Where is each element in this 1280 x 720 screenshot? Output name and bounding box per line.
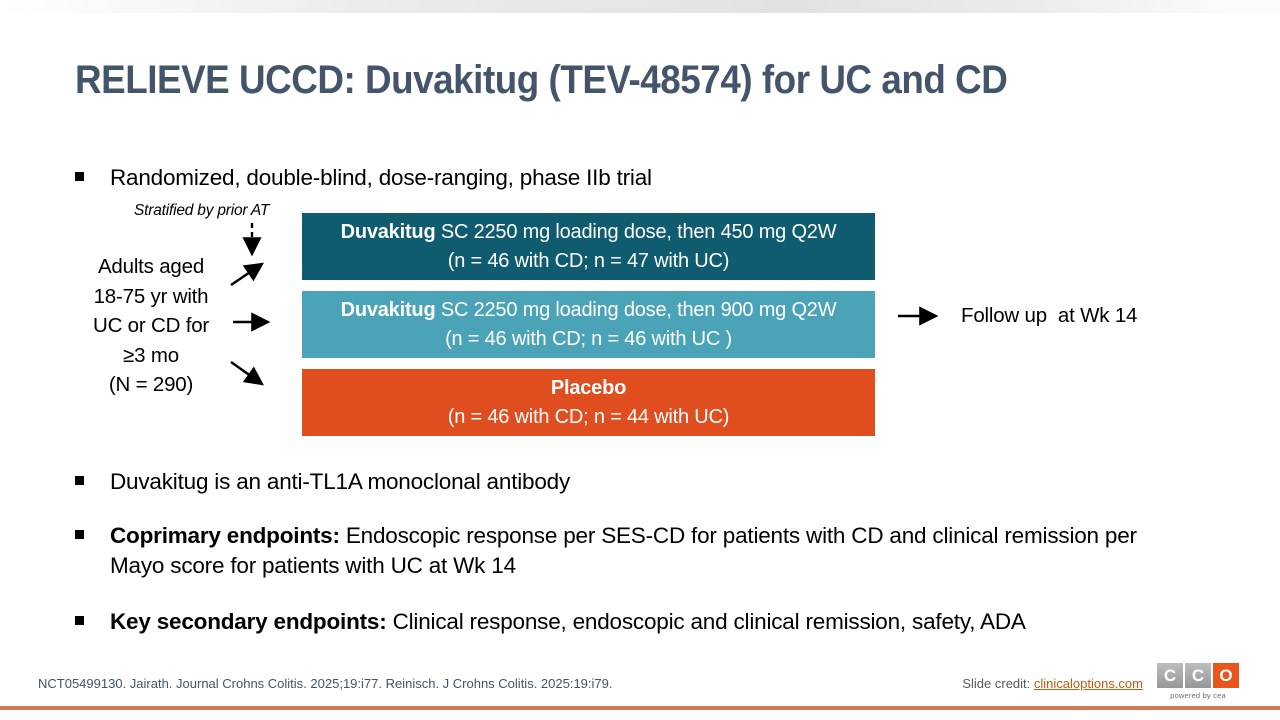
stratified-label: Stratified by prior AT (134, 202, 270, 219)
arm-enrollment: (n = 46 with CD; n = 46 with UC ) (445, 327, 732, 350)
top-gradient-band (0, 0, 1280, 13)
cco-logo-tile-c2: C (1185, 663, 1211, 688)
slide-title: RELIEVE UCCD: Duvakitug (TEV-48574) for … (75, 58, 1008, 102)
bullet-mechanism-text: Duvakitug is an anti-TL1A monoclonal ant… (110, 469, 571, 494)
cco-logo-tagline: powered by cea (1170, 691, 1226, 700)
bullet-mechanism: Duvakitug is an anti-TL1A monoclonal ant… (75, 467, 570, 497)
reference-citation: NCT05499130. Jairath. Journal Crohns Col… (38, 676, 613, 691)
followup-label: Follow up at Wk 14 (961, 304, 1138, 327)
cco-logo-tile-o: O (1213, 663, 1239, 688)
population-description: Adults aged 18-75 yr with UC or CD for ≥… (55, 252, 247, 400)
bullet-trial-design-text: Randomized, double-blind, dose-ranging, … (110, 165, 652, 190)
arm-dose-line: Placebo (302, 374, 875, 403)
bullet-square-icon (75, 172, 84, 181)
arm-dose-line: Duvakitug SC 2250 mg loading dose, then … (302, 218, 875, 247)
population-line: UC or CD for (92, 314, 210, 337)
arm-box-duvakitug-450: Duvakitug SC 2250 mg loading dose, then … (302, 213, 875, 280)
secondary-endpoints-lead: Key secondary endpoints: (110, 609, 387, 634)
arm-drug-name: Duvakitug (340, 298, 436, 321)
clinicaloptions-link[interactable]: clinicaloptions.com (1033, 676, 1143, 691)
bullet-square-icon (75, 530, 84, 539)
arm-dose-text: SC 2250 mg loading dose, then 900 mg Q2W (435, 298, 837, 321)
bullet-secondary-text: Key secondary endpoints: Clinical respon… (110, 607, 1026, 637)
secondary-endpoints-rest: Clinical response, endoscopic and clinic… (386, 609, 1026, 634)
bullet-square-icon (75, 476, 84, 485)
bullet-coprimary-endpoints: Coprimary endpoints: Endoscopic response… (75, 521, 1185, 580)
bottom-accent-line (0, 706, 1280, 710)
population-line: Adults aged (97, 255, 205, 278)
arm-box-duvakitug-900: Duvakitug SC 2250 mg loading dose, then … (302, 291, 875, 358)
slide-credit: Slide credit: clinicaloptions.com (962, 676, 1143, 691)
population-line: 18-75 yr with (93, 284, 209, 308)
arm-box-placebo: Placebo (n = 46 with CD; n = 44 with UC) (302, 369, 875, 436)
cco-logo: C C O (1157, 663, 1239, 688)
arm-dose-line: Duvakitug SC 2250 mg loading dose, then … (302, 296, 875, 325)
bullet-secondary-endpoints: Key secondary endpoints: Clinical respon… (75, 607, 1026, 637)
coprimary-endpoints-rest: Endoscopic response per SES-CD for patie… (110, 523, 1137, 578)
cco-logo-tile-c1: C (1157, 663, 1183, 688)
bullet-trial-design: Randomized, double-blind, dose-ranging, … (75, 163, 652, 193)
arm-enrollment: (n = 46 with CD; n = 44 with UC) (447, 405, 730, 428)
population-line: ≥3 mo (123, 343, 179, 367)
bullet-square-icon (75, 616, 84, 625)
bullet-coprimary-text: Coprimary endpoints: Endoscopic response… (110, 521, 1185, 580)
arm-dose-text: SC 2250 mg loading dose, then 450 mg Q2W (435, 220, 837, 243)
arm-drug-name: Duvakitug (340, 220, 436, 243)
arm-enrollment: (n = 46 with CD; n = 47 with UC) (447, 249, 730, 272)
population-line: (N = 290) (108, 373, 194, 396)
slide-credit-label: Slide credit: (962, 676, 1031, 691)
arm-drug-name: Placebo (550, 376, 627, 399)
coprimary-endpoints-lead: Coprimary endpoints: (110, 523, 340, 548)
